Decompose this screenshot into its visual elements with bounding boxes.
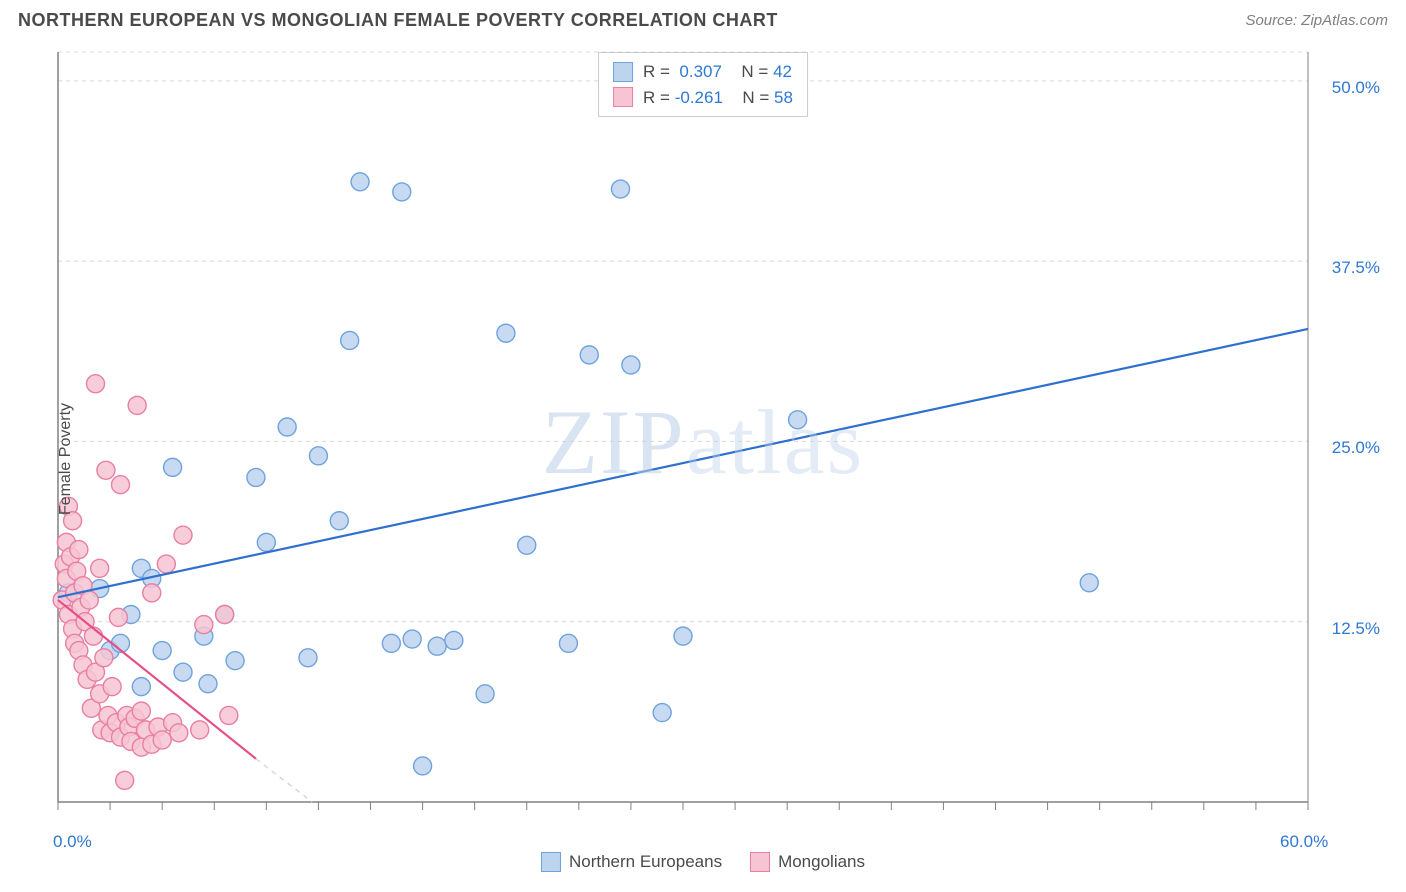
stat-legend: R = 0.307 N = 42 R = -0.261 N = 58 — [598, 52, 808, 117]
legend-label-mongolian: Mongolians — [778, 852, 865, 872]
r-value-mongolian: -0.261 — [675, 88, 723, 107]
legend-item-northern: Northern Europeans — [541, 852, 722, 872]
r-value-northern: 0.307 — [679, 62, 722, 81]
n-value-northern: 42 — [773, 62, 792, 81]
source-label: Source: ZipAtlas.com — [1245, 12, 1388, 29]
chart-area: Female Poverty ZIPatlas R = 0.307 N = 42… — [18, 44, 1388, 874]
stat-row-mongolian: R = -0.261 N = 58 — [613, 85, 793, 111]
series-legend: Northern Europeans Mongolians — [541, 852, 865, 872]
swatch-northern — [613, 62, 633, 82]
swatch-mongolian — [613, 87, 633, 107]
x-tick-label: 60.0% — [1280, 832, 1328, 852]
y-tick-label: 37.5% — [1332, 258, 1380, 278]
y-tick-label: 12.5% — [1332, 619, 1380, 639]
legend-item-mongolian: Mongolians — [750, 852, 865, 872]
stat-row-northern: R = 0.307 N = 42 — [613, 59, 793, 85]
y-tick-label: 50.0% — [1332, 78, 1380, 98]
legend-swatch-northern — [541, 852, 561, 872]
legend-swatch-mongolian — [750, 852, 770, 872]
scatter-plot — [18, 44, 1388, 874]
n-value-mongolian: 58 — [774, 88, 793, 107]
y-axis-label: Female Poverty — [57, 403, 75, 515]
legend-label-northern: Northern Europeans — [569, 852, 722, 872]
x-tick-label: 0.0% — [53, 832, 92, 852]
y-tick-label: 25.0% — [1332, 438, 1380, 458]
chart-title: NORTHERN EUROPEAN VS MONGOLIAN FEMALE PO… — [18, 10, 778, 31]
